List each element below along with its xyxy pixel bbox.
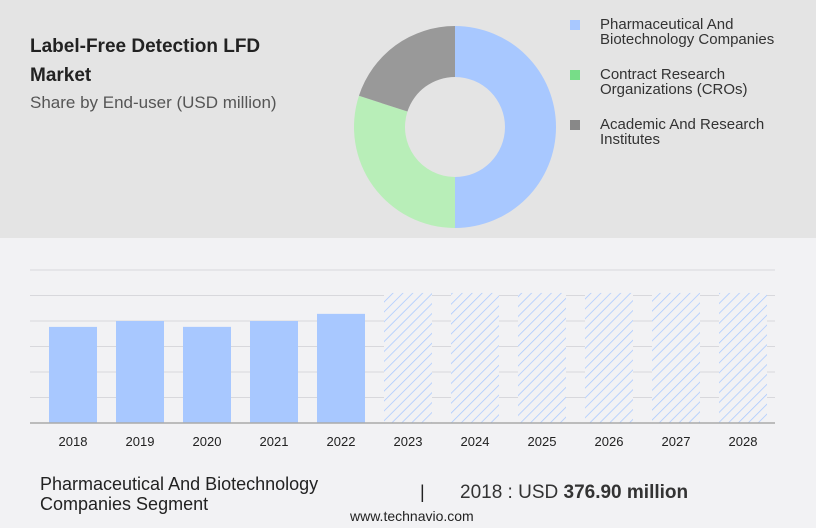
bar-chart: 2018 2019 2020 2021 2022 2023 2024 2025 2026 2027… — [30, 269, 775, 449]
x-tick-label: 2019 — [126, 434, 155, 449]
bar — [116, 321, 164, 423]
x-tick-label: 2025 — [528, 434, 557, 449]
x-tick-label: 2024 — [461, 434, 490, 449]
value-prefix: 2018 : USD — [460, 482, 564, 503]
segment-value: 2018 : USD 376.90 million — [460, 482, 688, 504]
bar — [317, 313, 365, 423]
forecast-bar — [652, 292, 700, 423]
x-tick-label: 2023 — [394, 434, 423, 449]
legend-swatch — [570, 70, 580, 80]
chart-title: Label-Free Detection LFD Market — [30, 36, 261, 86]
donut-slice — [358, 26, 455, 112]
donut-chart — [353, 26, 556, 229]
legend-label: Contract Research Organizations (CROs) — [600, 66, 748, 98]
source-url: www.technavio.com — [350, 508, 474, 524]
forecast-bar — [384, 292, 432, 423]
bar — [49, 326, 97, 423]
x-tick-label: 2028 — [729, 434, 758, 449]
value-amount: 376.90 million — [563, 482, 689, 503]
legend-label: Academic And Research Institutes — [600, 116, 765, 148]
x-tick-label: 2026 — [595, 434, 624, 449]
forecast-bar — [451, 292, 499, 423]
bar — [183, 326, 231, 423]
x-tick-label: 2022 — [327, 434, 356, 449]
chart-subtitle: Share by End-user (USD million) — [30, 93, 277, 112]
forecast-bar — [585, 292, 633, 423]
legend-swatch — [570, 120, 580, 130]
separator: | — [420, 482, 425, 502]
legend-swatch — [570, 20, 580, 30]
segment-label: Pharmaceutical And Biotechnology Compani… — [40, 474, 319, 514]
donut-slice — [353, 95, 455, 229]
x-tick-label: 2027 — [662, 434, 691, 449]
bar — [250, 321, 298, 423]
donut-slice — [455, 26, 556, 228]
x-tick-label: 2018 — [59, 434, 88, 449]
forecast-bar — [518, 292, 566, 423]
legend-label: Pharmaceutical And Biotechnology Compani… — [600, 16, 775, 48]
forecast-bar — [719, 292, 767, 423]
x-tick-label: 2020 — [193, 434, 222, 449]
x-tick-label: 2021 — [260, 434, 289, 449]
